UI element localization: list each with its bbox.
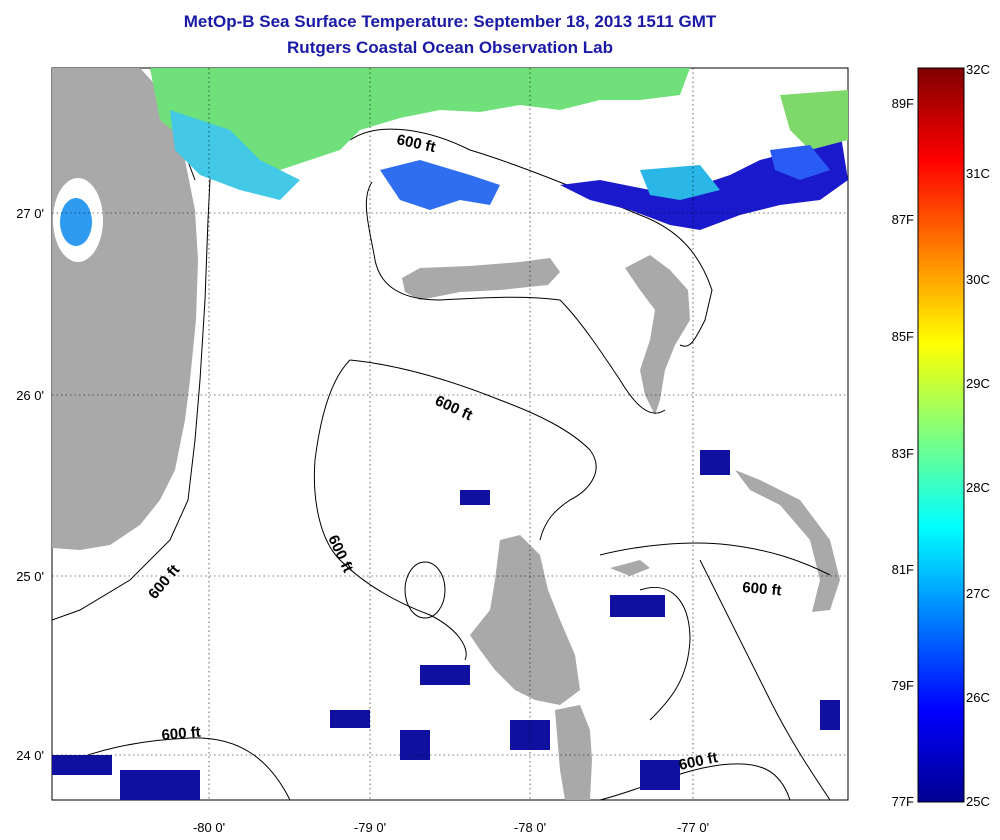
colorbar-c-32: 32C [966,62,990,77]
colorbar-c-31: 31C [966,166,990,181]
lat-label-25: 25 0' [16,569,44,584]
colorbar-f-85: 85F [892,329,914,344]
colorbar-f-81: 81F [892,562,914,577]
colorbar-c-27: 27C [966,586,990,601]
temperature-colorbar [917,67,965,803]
grid-lines [52,68,848,800]
lon-label-80: -80 0' [193,820,225,835]
abaco-land [625,255,690,415]
colorbar-c-25: 25C [966,794,990,809]
colorbar-f-89: 89F [892,96,914,111]
colorbar-c-30: 30C [966,272,990,287]
lon-label-79: -79 0' [354,820,386,835]
south-andros-land [555,705,592,800]
depth-contours [52,68,831,800]
lon-label-77: -77 0' [677,820,709,835]
lat-label-26: 26 0' [16,388,44,403]
map-subtitle: Rutgers Coastal Ocean Observation Lab [287,38,613,57]
colorbar-f-87: 87F [892,212,914,227]
contour-label-6: 600 ft [161,724,202,744]
lat-label-24: 24 0' [16,748,44,763]
contour-label-5: 600 ft [742,579,783,599]
colorbar-c-29: 29C [966,376,990,391]
eleuthera-land [610,470,840,612]
colorbar-c-28: 28C [966,480,990,495]
colorbar-f-79: 79F [892,678,914,693]
grand-bahama-land [402,258,560,300]
colorbar-f-77: 77F [892,794,914,809]
lon-label-78: -78 0' [514,820,546,835]
lat-label-27: 27 0' [16,206,44,221]
andros-land [470,535,580,705]
colorbar-c-26: 26C [966,690,990,705]
colorbar-f-83: 83F [892,446,914,461]
sst-swath-top [150,68,848,230]
sst-patches [52,450,840,800]
map-title: MetOp-B Sea Surface Temperature: Septemb… [183,12,717,31]
lake-sst-patch [60,198,92,246]
